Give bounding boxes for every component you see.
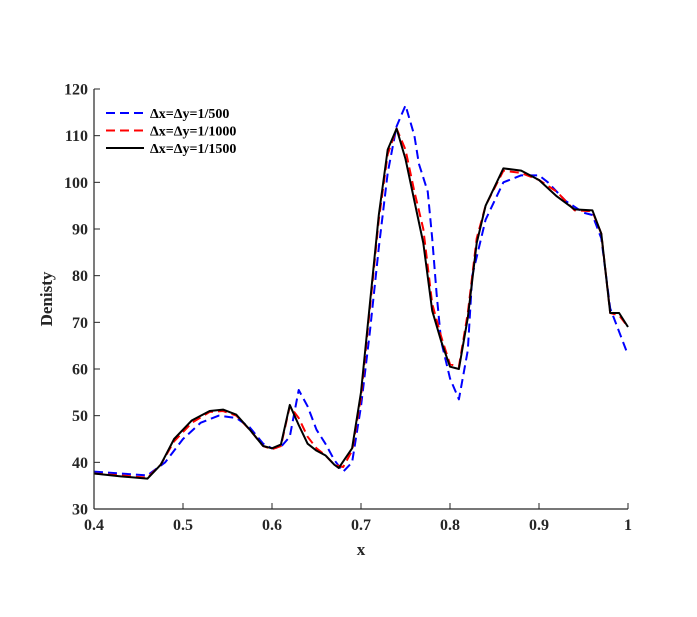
legend-label-2: Δx=Δy=1/1000	[150, 125, 236, 140]
x-tick-label: 0.7	[351, 517, 371, 534]
legend-label-1: Δx=Δy=1/500	[150, 107, 229, 122]
series-line-3	[93, 127, 629, 480]
y-tick-label: 40	[72, 455, 88, 472]
y-tick-label: 80	[72, 268, 88, 285]
legend: Δx=Δy=1/500 Δx=Δy=1/1000 Δx=Δy=1/1500	[106, 107, 236, 157]
y-tick-label: 60	[72, 362, 88, 379]
x-tick-label: 0.4	[84, 517, 104, 534]
y-tick-label: 110	[65, 128, 88, 145]
y-tick-label: 120	[64, 82, 88, 99]
tick-layer: 0.4 0.5 0.6 0.7 0.8 0.9 1 30 40 50 60 70 80 90 100 110 1…	[64, 82, 632, 535]
legend-label-3: Δx=Δy=1/1500	[150, 142, 236, 157]
y-tick-label: 50	[72, 408, 88, 425]
series-line-1	[93, 104, 629, 477]
series-layer	[93, 104, 629, 480]
y-tick-label: 30	[72, 502, 88, 519]
x-tick-label: 0.5	[173, 517, 193, 534]
x-axis-label: x	[357, 540, 366, 559]
x-tick-label: 0.8	[440, 517, 460, 534]
x-tick-label: 0.6	[262, 517, 282, 534]
y-axis-label: Denisty	[37, 271, 56, 326]
y-tick-label: 100	[64, 175, 88, 192]
x-tick-label: 1	[624, 517, 632, 534]
y-tick-label: 70	[72, 315, 88, 332]
y-tick-label: 90	[72, 222, 88, 239]
x-tick-label: 0.9	[529, 517, 549, 534]
